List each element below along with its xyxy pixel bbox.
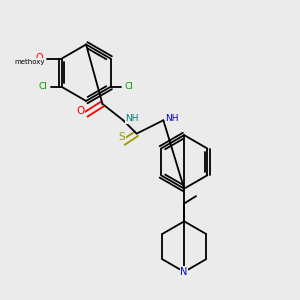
Text: Cl: Cl (38, 82, 47, 91)
Text: NH: NH (125, 114, 139, 123)
Text: O: O (35, 53, 43, 63)
Text: Cl: Cl (125, 82, 134, 91)
Text: N: N (181, 267, 188, 277)
Text: S: S (118, 132, 125, 142)
Text: NH: NH (166, 114, 179, 123)
Text: methoxy: methoxy (14, 58, 45, 64)
Text: O: O (76, 106, 84, 116)
